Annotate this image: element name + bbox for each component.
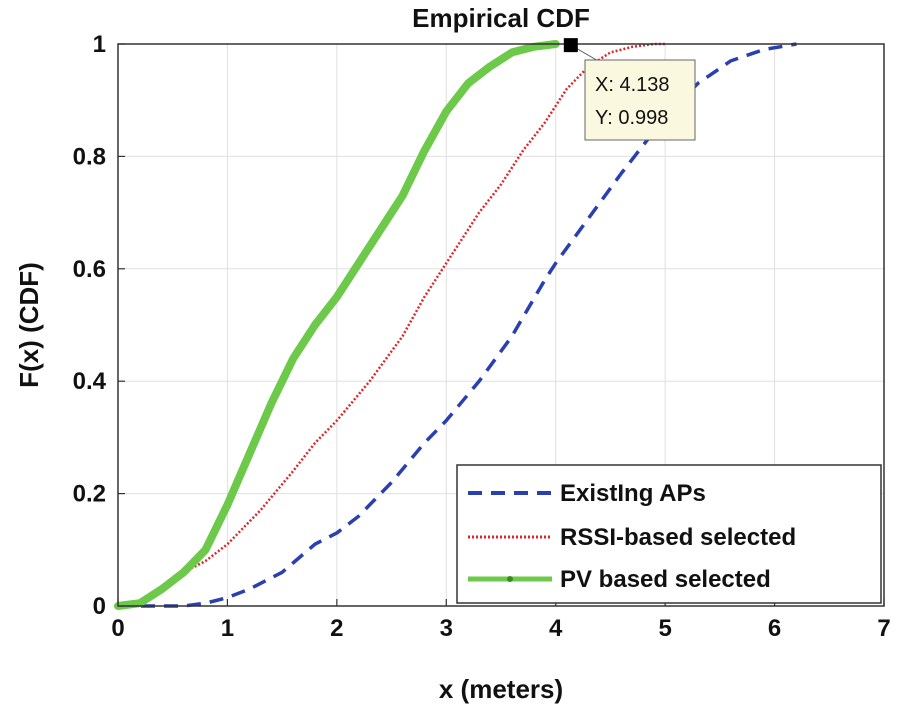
axis-ticks: 0 1 2 3 4 5 6 7 0 0.2 0.4 0.6 0.8 1	[73, 31, 891, 642]
legend-label-pv-based: PV based selected	[560, 566, 771, 593]
series-line-pv-based-selected[interactable]	[114, 40, 560, 610]
x-tick-label: 6	[768, 615, 781, 642]
data-tip-x: X: 4.138	[595, 74, 670, 96]
data-tip[interactable]: X: 4.138 Y: 0.998	[563, 38, 696, 141]
legend-label-rssi-based: RSSI-based selected	[560, 524, 796, 551]
x-tick-label: 1	[221, 615, 234, 642]
y-tick-label: 0.4	[73, 368, 107, 395]
x-tick-label: 0	[111, 615, 124, 642]
y-tick-label: 0	[93, 593, 106, 620]
x-tick-label: 5	[658, 615, 671, 642]
y-tick-label: 0.8	[73, 143, 106, 170]
y-tick-label: 1	[93, 31, 106, 58]
x-tick-label: 7	[877, 615, 890, 642]
data-tip-y: Y: 0.998	[595, 107, 668, 129]
legend-box	[456, 464, 882, 604]
y-tick-label: 0.2	[73, 481, 106, 508]
x-tick-label: 2	[330, 615, 343, 642]
legend-label-existing-aps: ExistIng APs	[560, 480, 706, 507]
plot-frame	[117, 43, 885, 607]
x-tick-label: 4	[549, 615, 563, 642]
data-tip-box	[584, 59, 696, 141]
x-axis-label: x (meters)	[439, 674, 563, 704]
data-tip-marker[interactable]	[563, 38, 578, 53]
chart-title: Empirical CDF	[412, 3, 590, 33]
y-tick-label: 0.6	[73, 256, 106, 283]
legend-marker-pv-based	[507, 576, 513, 582]
legend[interactable]: ExistIng APs RSSI-based selected PV base…	[456, 464, 882, 604]
x-tick-label: 3	[440, 615, 453, 642]
y-axis-label: F(x) (CDF)	[14, 262, 44, 388]
